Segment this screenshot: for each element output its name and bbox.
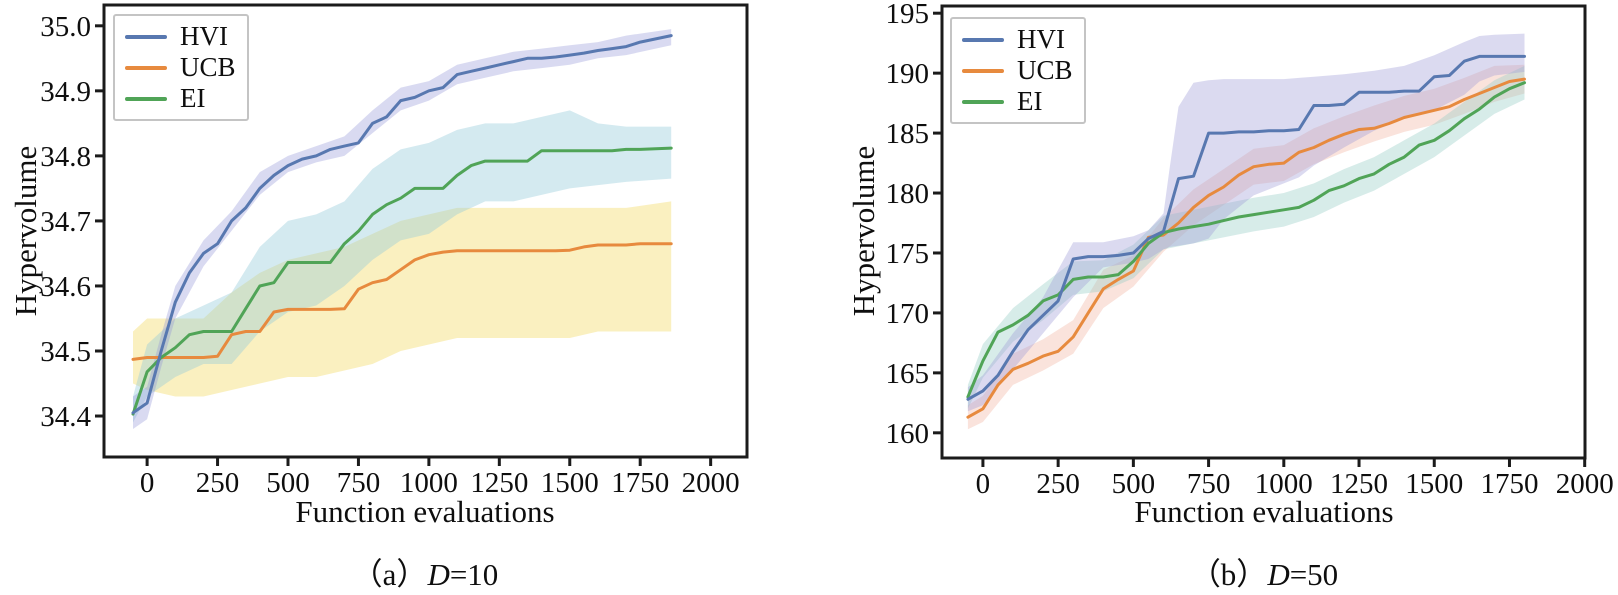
y-tick-label: 185 [886,118,930,150]
x-tick-label: 1500 [541,467,599,499]
legend-box: HVI UCB EI [950,17,1086,124]
caption-value: =10 [449,557,499,592]
legend-label: HVI [180,21,228,51]
x-tick-label: 1750 [1480,468,1538,500]
ucb-line [966,77,1526,419]
y-tick-label: 34.6 [40,271,91,303]
legend-item-hvi: HVI [962,24,1072,55]
ucb-line [131,242,673,361]
x-tick-label: 1000 [1255,468,1313,500]
subplot-caption: （b）D=50 [964,549,1564,594]
y-tick-label: 190 [886,58,930,90]
x-tick-label: 250 [196,467,240,499]
hvi-line [131,34,673,415]
y-tick-label: 34.9 [40,76,91,108]
x-tick-label: 2000 [1556,468,1614,500]
y-tick-label: 160 [886,418,930,450]
y-tick-label: 35.0 [40,11,91,43]
hvi-line [966,54,1526,401]
legend-swatch-ei-line [125,96,167,101]
x-tick-label: 750 [1187,468,1231,500]
hvi-confidence-band [967,33,1525,412]
y-tick-label: 195 [886,0,930,30]
legend-item-ei: EI [962,86,1072,117]
x-tick-label: 250 [1036,468,1080,500]
x-tick-label: 750 [337,467,381,499]
x-tick-label: 500 [1112,468,1156,500]
legend-label: UCB [1017,55,1073,85]
legend-item-ucb: UCB [962,55,1073,86]
legend-label: UCB [180,52,236,82]
subplot-a: Hypervolume HVI UCB EI Function evaluati… [8,14,725,594]
caption-index: （a） [351,557,428,592]
subplot-b: Hypervolume HVI UCB EI Function evaluati… [809,0,1618,595]
y-tick-label: 34.5 [40,336,91,368]
hvi-confidence-band [133,29,672,429]
legend-swatch-ei-line [962,99,1004,104]
caption-variable: D [1267,557,1290,592]
y-tick-label: 34.7 [40,206,91,238]
y-tick-label: 180 [886,178,930,210]
y-axis-label: Hypervolume [8,145,43,317]
x-tick-label: 500 [266,467,310,499]
y-tick-label: 34.8 [40,141,91,173]
legend-label: EI [180,83,206,113]
x-tick-label: 1000 [400,467,458,499]
x-axis-label: Function evaluations [1134,494,1394,529]
x-tick-label: 1500 [1405,468,1463,500]
x-tick-label: 0 [140,467,155,499]
y-axis-label: Hypervolume [846,145,881,317]
plot-frame [102,3,749,459]
legend-swatch-hvi-line [125,34,167,39]
legend-swatch-ucb-line [125,65,167,70]
caption-variable: D [427,557,450,592]
y-tick-label: 175 [886,238,930,270]
y-tick-label: 170 [886,298,930,330]
y-tick-label: 165 [886,358,930,390]
legend-label: EI [1017,86,1043,116]
subplot-caption: （a）D=10 [125,549,725,594]
x-tick-label: 1250 [1330,468,1388,500]
x-tick-label: 1750 [611,467,669,499]
y-tick-label: 34.4 [40,401,91,433]
caption-value: =50 [1289,557,1339,592]
ei-confidence-band [967,65,1525,409]
ucb-confidence-band [967,64,1525,430]
legend-item-ei: EI [125,83,235,114]
ei-line [131,146,673,416]
plot-frame [940,4,1587,460]
caption-index: （b） [1189,557,1268,592]
legend-label: HVI [1017,24,1065,54]
legend-item-ucb: UCB [125,52,236,83]
legend-box: HVI UCB EI [113,14,249,121]
x-axis-label: Function evaluations [295,494,555,529]
ei-confidence-band [133,110,672,423]
legend-swatch-ucb-line [962,68,1004,73]
legend-item-hvi: HVI [125,21,235,52]
x-tick-label: 0 [976,468,991,500]
legend-swatch-hvi-line [962,37,1004,42]
x-tick-label: 2000 [682,467,740,499]
x-tick-label: 1250 [470,467,528,499]
